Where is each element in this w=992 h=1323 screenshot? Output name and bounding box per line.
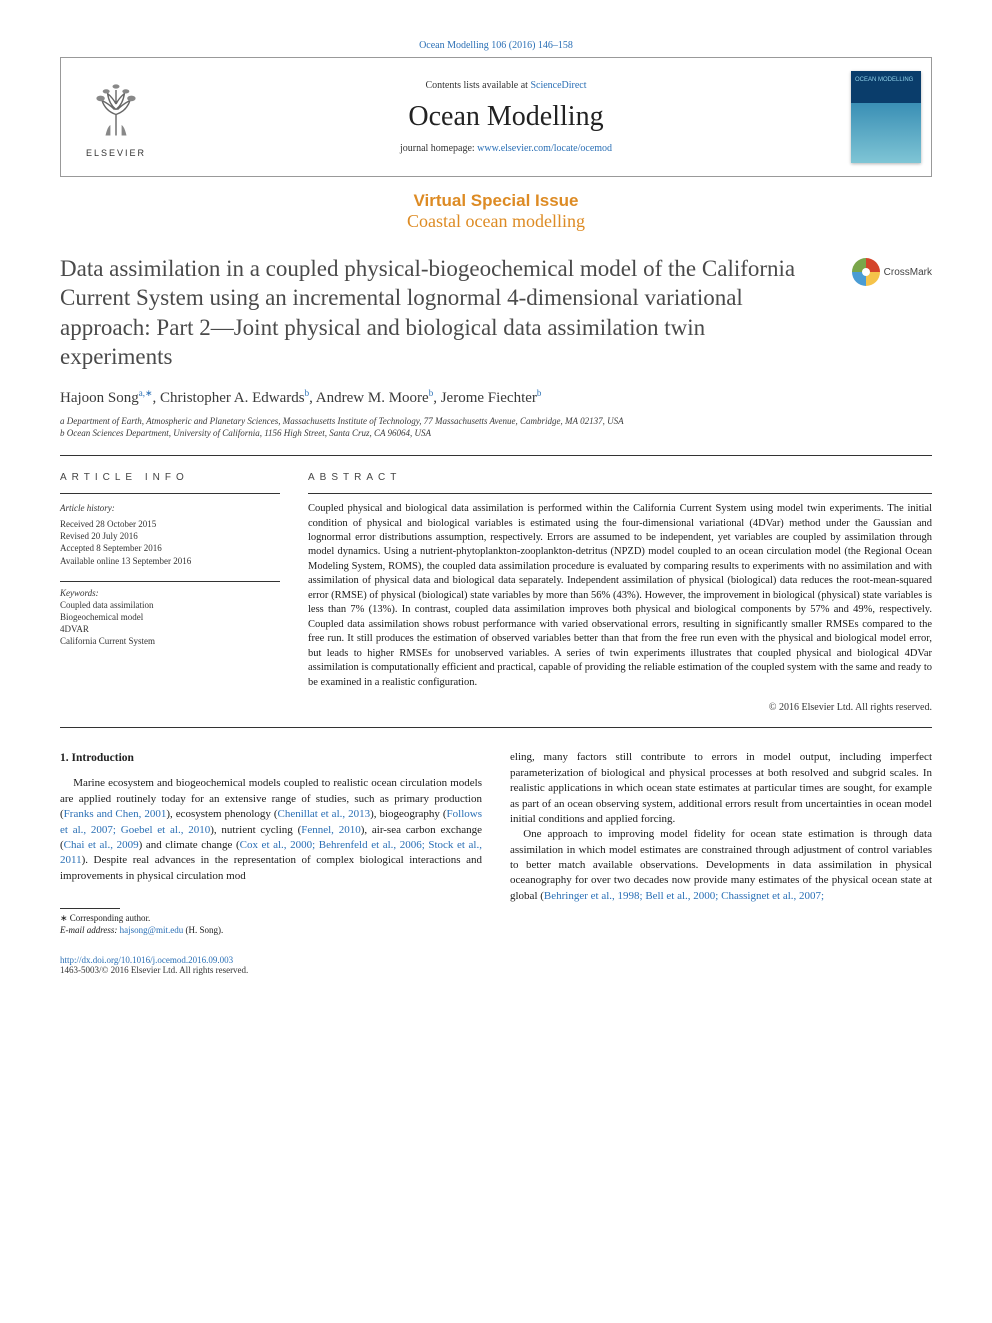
abstract-text: Coupled physical and biological data ass… — [308, 502, 932, 690]
keywords-label: Keywords: — [60, 588, 280, 598]
issn-line: 1463-5003/© 2016 Elsevier Ltd. All right… — [60, 965, 932, 975]
ref-link[interactable]: Fennel, 2010 — [301, 824, 360, 836]
journal-cover: OCEAN MODELLING — [841, 58, 931, 176]
history-received: Received 28 October 2015 — [60, 518, 280, 530]
ref-link[interactable]: Chenillat et al., 2013 — [278, 808, 371, 820]
homepage-link[interactable]: www.elsevier.com/locate/ocemod — [477, 143, 612, 154]
history-revised: Revised 20 July 2016 — [60, 530, 280, 542]
cover-thumbnail: OCEAN MODELLING — [851, 71, 921, 163]
author-4-aff: b — [537, 388, 542, 398]
header-center: Contents lists available at ScienceDirec… — [171, 58, 841, 176]
vsi-subtitle: Coastal ocean modelling — [60, 211, 932, 232]
email-tail: (H. Song). — [183, 925, 223, 935]
crossmark-label: CrossMark — [884, 267, 932, 278]
email-link[interactable]: hajsong@mit.edu — [120, 925, 184, 935]
doi-link[interactable]: http://dx.doi.org/10.1016/j.ocemod.2016.… — [60, 955, 233, 965]
ref-link[interactable]: Chai et al., 2009 — [64, 839, 139, 851]
intro-heading: 1. Introduction — [60, 750, 482, 766]
publisher-name: ELSEVIER — [86, 148, 146, 158]
intro-para-1: Marine ecosystem and biogeochemical mode… — [60, 776, 482, 884]
article-header: Data assimilation in a coupled physical-… — [60, 254, 932, 372]
affiliation-a: a Department of Earth, Atmospheric and P… — [60, 415, 932, 427]
history-label: Article history: — [60, 502, 280, 514]
ref-link[interactable]: Behringer et al., 1998; Bell et al., 200… — [544, 890, 824, 902]
contents-line: Contents lists available at ScienceDirec… — [171, 80, 841, 91]
abstract-copyright: © 2016 Elsevier Ltd. All rights reserved… — [308, 702, 932, 713]
crossmark-badge[interactable]: CrossMark — [852, 258, 932, 286]
citation-link[interactable]: Ocean Modelling 106 (2016) 146–158 — [419, 40, 573, 51]
ref-link[interactable]: Franks and Chen, 2001 — [64, 808, 167, 820]
contents-prefix: Contents lists available at — [425, 80, 530, 91]
abstract-heading: abstract — [308, 472, 932, 483]
affiliations: a Department of Earth, Atmospheric and P… — [60, 415, 932, 439]
author-list: Hajoon Songa,∗, Christopher A. Edwardsb,… — [60, 388, 932, 407]
abstract-block: abstract Coupled physical and biological… — [308, 472, 932, 713]
footnote-rule — [60, 908, 120, 909]
intro-para-2: One approach to improving model fidelity… — [510, 827, 932, 904]
rule-bottom — [60, 727, 932, 728]
vsi-title: Virtual Special Issue — [60, 191, 932, 211]
keyword-4: California Current System — [60, 635, 280, 647]
author-2: , Christopher A. Edwards — [153, 390, 305, 406]
page-footer: http://dx.doi.org/10.1016/j.ocemod.2016.… — [60, 955, 932, 975]
email-line: E-mail address: hajsong@mit.edu (H. Song… — [60, 925, 482, 937]
author-1-corr: ∗ — [145, 388, 153, 398]
keyword-2: Biogeochemical model — [60, 611, 280, 623]
article-title: Data assimilation in a coupled physical-… — [60, 254, 932, 372]
author-3: , Andrew M. Moore — [309, 390, 429, 406]
affiliation-b: b Ocean Sciences Department, University … — [60, 427, 932, 439]
info-heading: article info — [60, 472, 280, 483]
homepage-prefix: journal homepage: — [400, 143, 477, 154]
keyword-1: Coupled data assimilation — [60, 599, 280, 611]
corresponding-author: ∗ Corresponding author. — [60, 913, 482, 925]
virtual-special-issue: Virtual Special Issue Coastal ocean mode… — [60, 191, 932, 232]
elsevier-tree-icon — [81, 76, 151, 146]
sciencedirect-link[interactable]: ScienceDirect — [530, 80, 586, 91]
info-abstract-row: article info Article history: Received 2… — [60, 456, 932, 727]
author-1: Hajoon Song — [60, 390, 139, 406]
footnote-block: ∗ Corresponding author. E-mail address: … — [60, 908, 482, 936]
email-label: E-mail address: — [60, 925, 120, 935]
history-online: Available online 13 September 2016 — [60, 555, 280, 567]
article-info: article info Article history: Received 2… — [60, 472, 280, 713]
publisher-logo: ELSEVIER — [61, 58, 171, 176]
author-4: , Jerome Fiechter — [433, 390, 537, 406]
journal-name: Ocean Modelling — [171, 101, 841, 133]
history-accepted: Accepted 8 September 2016 — [60, 542, 280, 554]
keyword-3: 4DVAR — [60, 623, 280, 635]
keywords-list: Coupled data assimilation Biogeochemical… — [60, 599, 280, 648]
journal-header: ELSEVIER Contents lists available at Sci… — [60, 57, 932, 177]
body-columns: 1. Introduction Marine ecosystem and bio… — [60, 750, 932, 936]
homepage-line: journal homepage: www.elsevier.com/locat… — [171, 143, 841, 154]
page-container: Ocean Modelling 106 (2016) 146–158 ELSEV… — [0, 0, 992, 1015]
cover-title-text: OCEAN MODELLING — [855, 77, 917, 83]
citation-bar: Ocean Modelling 106 (2016) 146–158 — [60, 40, 932, 51]
crossmark-icon — [852, 258, 880, 286]
history-items: Received 28 October 2015 Revised 20 July… — [60, 518, 280, 567]
intro-para-1-cont: eling, many factors still contribute to … — [510, 750, 932, 827]
